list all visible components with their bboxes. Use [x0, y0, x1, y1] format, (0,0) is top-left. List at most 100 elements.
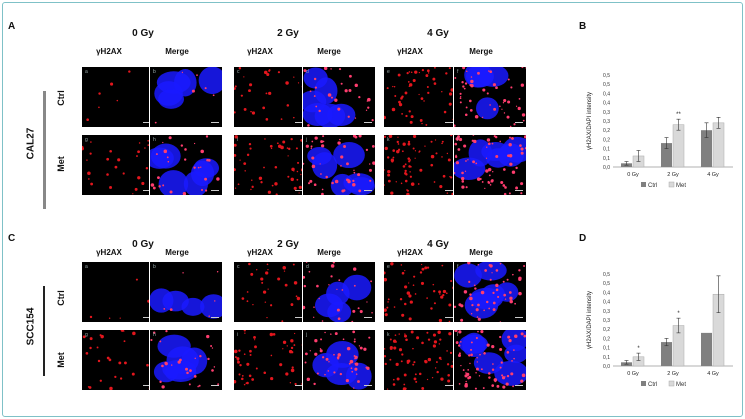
- scale-bar: [364, 122, 372, 123]
- scale-bar: [515, 317, 523, 318]
- y-tick-label: 0,1: [603, 147, 610, 153]
- y-tick-label: 0,1: [603, 156, 610, 162]
- tile-letter: l: [457, 332, 459, 338]
- channel-merge-4gy-bottom: Merge: [469, 248, 493, 257]
- tile-letter: a: [85, 69, 88, 75]
- y-tick-label: 0,2: [603, 336, 610, 342]
- micrograph-bottom-ctrl-2gy-gamma: c: [233, 261, 307, 323]
- micrograph-bottom-ctrl-4gy-gamma: e: [383, 261, 457, 323]
- y-tick-label: 0,5: [603, 73, 610, 79]
- tile-letter: j: [306, 332, 308, 338]
- bar-ctrl-2gy: [661, 143, 672, 167]
- tile-letter: k: [387, 332, 390, 338]
- x-tick-label: 2 Gy: [667, 172, 679, 178]
- tile-letter: d: [306, 264, 309, 270]
- significance-marker: *: [677, 311, 680, 317]
- y-axis-label: γH2AX/DAPI intensity: [587, 291, 593, 349]
- row-label-met-top: Met: [56, 156, 66, 172]
- y-tick-label: 0,5: [603, 82, 610, 88]
- channel-merge-0gy-bottom: Merge: [165, 248, 189, 257]
- bar-met-4gy: [712, 122, 725, 168]
- tile-letter: a: [85, 264, 88, 270]
- panel-label-c: C: [8, 233, 16, 244]
- y-tick-label: 0,2: [603, 137, 610, 143]
- scale-bar: [364, 317, 372, 318]
- channel-merge-2gy: Merge: [317, 47, 341, 56]
- x-tick-label: 0 Gy: [627, 172, 639, 178]
- y-tick-label: 0,2: [603, 327, 610, 333]
- scale-bar: [445, 190, 453, 191]
- channel-merge-0gy: Merge: [165, 47, 189, 56]
- scale-bar: [295, 385, 303, 386]
- tile-letter: k: [387, 137, 390, 143]
- micrograph-top-ctrl-0gy-gamma: a: [81, 66, 155, 128]
- dose-header-2gy-bottom: 2 Gy: [277, 239, 299, 250]
- y-tick-label: 0,5: [603, 272, 610, 278]
- row-label-ctrl-top: Ctrl: [56, 90, 66, 106]
- y-tick-label: 0,4: [603, 101, 610, 107]
- tile-letter: i: [237, 332, 239, 338]
- tile-letter: e: [387, 69, 390, 75]
- channel-gamma-0gy: γH2AX: [96, 47, 122, 56]
- cell-line-bar-bottom: [43, 286, 45, 376]
- micrograph-top-ctrl-0gy-merge: b: [149, 66, 223, 128]
- channel-gamma-2gy: γH2AX: [247, 47, 273, 56]
- dose-header-0gy-bottom: 0 Gy: [132, 239, 154, 250]
- scale-bar: [445, 122, 453, 123]
- scale-bar: [515, 385, 523, 386]
- micrograph-top-met-2gy-gamma: i: [233, 134, 307, 196]
- scale-bar: [295, 190, 303, 191]
- panel-label-b: B: [579, 21, 587, 32]
- bar-ctrl-4gy: [701, 332, 712, 366]
- scale-bar: [211, 317, 219, 318]
- bar-chart-d: γH2AX/DAPI intensity 0,0 0,1 0,1 0,2 0,2 0,3 0,…: [587, 272, 733, 388]
- bar-ctrl-4gy: [701, 130, 712, 167]
- tile-letter: c: [237, 264, 240, 270]
- y-tick-label: 0,5: [603, 281, 610, 287]
- micrograph-top-ctrl-4gy-gamma: e: [383, 66, 457, 128]
- tile-letter: f: [457, 69, 459, 75]
- tile-letter: h: [153, 137, 156, 143]
- channel-gamma-2gy-bottom: γH2AX: [247, 248, 273, 257]
- channel-gamma-0gy-bottom: γH2AX: [96, 248, 122, 257]
- tile-letter: g: [85, 137, 88, 143]
- scale-bar: [364, 385, 372, 386]
- scale-bar: [143, 122, 151, 123]
- channel-merge-2gy-bottom: Merge: [317, 248, 341, 257]
- y-tick-label: 0,2: [603, 128, 610, 134]
- cell-line-label-bottom: SCC154: [25, 307, 37, 346]
- micrograph-bottom-ctrl-0gy-merge: b: [149, 261, 223, 323]
- y-tick-label: 0,3: [603, 309, 610, 315]
- tile-letter: b: [153, 69, 156, 75]
- significance-marker: *: [637, 346, 640, 352]
- bar-chart-b: γH2AX/DAPI intensity 0,0 0,1 0,1 0,2 0,2 0,3 0,…: [587, 73, 733, 189]
- micrograph-top-ctrl-4gy-merge: f: [453, 66, 527, 128]
- x-tick-label: 4 Gy: [707, 172, 719, 178]
- scale-bar: [364, 190, 372, 191]
- scale-bar: [211, 385, 219, 386]
- micrograph-top-met-4gy-merge: l: [453, 134, 527, 196]
- tile-letter: h: [153, 332, 156, 338]
- channel-gamma-4gy-bottom: γH2AX: [397, 248, 423, 257]
- micrograph-bottom-ctrl-2gy-merge: d: [302, 261, 376, 323]
- x-tick-label: 2 Gy: [667, 371, 679, 377]
- tile-letter: j: [306, 137, 308, 143]
- micrograph-top-met-0gy-gamma: g: [81, 134, 155, 196]
- legend-swatch-ctrl: [641, 182, 646, 187]
- x-tick-label: 0 Gy: [627, 371, 639, 377]
- micrograph-top-met-0gy-merge: h: [149, 134, 223, 196]
- cell-line-label-top: CAL27: [25, 127, 37, 160]
- y-tick-label: 0,1: [603, 355, 610, 361]
- row-label-ctrl-bottom: Ctrl: [56, 290, 66, 306]
- tile-letter: i: [237, 137, 239, 143]
- scale-bar: [211, 122, 219, 123]
- legend-swatch-met: [668, 380, 675, 387]
- tile-letter: c: [237, 69, 240, 75]
- micrograph-top-met-2gy-merge: j: [302, 134, 376, 196]
- tile-letter: b: [153, 264, 156, 270]
- legend-label-ctrl: Ctrl: [648, 183, 657, 189]
- scale-bar: [143, 190, 151, 191]
- y-tick-label: 0,4: [603, 300, 610, 306]
- panel-label-a: A: [8, 21, 16, 32]
- y-tick-label: 0,4: [603, 290, 610, 296]
